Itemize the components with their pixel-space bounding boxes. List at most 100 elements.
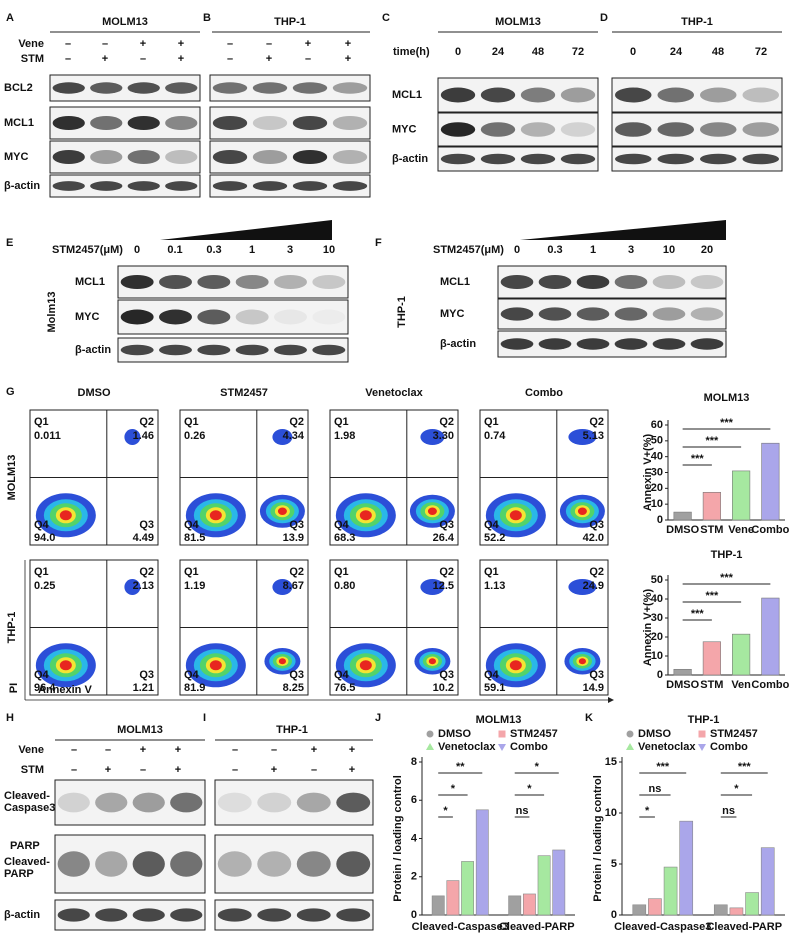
- axis-label: STM2457(μM): [52, 244, 123, 256]
- density: [59, 510, 72, 521]
- y-tick-label: 6: [411, 794, 417, 806]
- quadrant-name: Q2: [289, 416, 304, 428]
- band: [742, 122, 780, 137]
- time-label: 24: [492, 46, 505, 58]
- band: [165, 115, 198, 131]
- sign: –: [232, 764, 238, 776]
- band: [657, 87, 695, 103]
- legend-label: STM2457: [510, 728, 558, 740]
- legend-label: Combo: [510, 741, 548, 753]
- quadrant-value: 12.5: [433, 580, 454, 592]
- dose-label: 0.3: [547, 244, 562, 256]
- x-tick-label: Cleaved-PARP: [706, 921, 782, 933]
- quadrant-name: Q2: [589, 566, 604, 578]
- cell-label: Molm13: [46, 292, 58, 333]
- band: [212, 181, 248, 191]
- y-tick-label: 2: [411, 871, 417, 883]
- quadrant-name: Q2: [589, 416, 604, 428]
- legend-label: STM2457: [710, 728, 758, 740]
- bar: [713, 904, 728, 916]
- band: [614, 153, 652, 165]
- y-tick-label: 0: [611, 909, 617, 921]
- band: [520, 122, 556, 137]
- band-label: β-actin: [4, 180, 40, 192]
- band: [212, 149, 248, 165]
- band: [560, 122, 596, 137]
- quadrant-value: 42.0: [583, 532, 604, 544]
- y-tick-label: 5: [611, 858, 617, 870]
- significance-label: ***: [720, 572, 734, 584]
- quadrant-name: Q3: [289, 669, 304, 681]
- bar: [552, 849, 566, 916]
- band: [257, 792, 292, 813]
- blot-frame: [117, 265, 349, 299]
- sign: +: [175, 764, 181, 776]
- band-label: MYC: [392, 123, 417, 135]
- y-tick-label: 10: [651, 498, 663, 510]
- x-tick-label: Combo: [751, 524, 789, 536]
- quadrant-name: Q1: [334, 566, 349, 578]
- density: [209, 510, 222, 521]
- sign: –: [271, 744, 277, 756]
- legend-marker: [626, 743, 634, 750]
- band: [690, 338, 724, 350]
- band: [252, 181, 288, 191]
- y-axis-label: Annexin V+(%): [642, 589, 654, 667]
- sign: +: [345, 53, 351, 65]
- legend-label: Venetoclax: [438, 741, 496, 753]
- significance-label: ***: [691, 453, 705, 465]
- band: [127, 149, 160, 165]
- y-tick-label: 50: [651, 574, 663, 586]
- band: [52, 149, 85, 165]
- cell-label: MOLM13: [6, 455, 18, 501]
- quadrant-name: Q2: [139, 566, 154, 578]
- sign: –: [227, 38, 233, 50]
- band: [332, 82, 368, 94]
- bar: [679, 820, 694, 916]
- band: [132, 908, 165, 922]
- bar: [537, 855, 551, 916]
- panel-letter: C: [382, 12, 390, 24]
- density: [59, 660, 72, 671]
- band-label: MYC: [75, 311, 100, 323]
- quadrant-value: 0.74: [484, 430, 506, 442]
- panel-letter: F: [375, 237, 382, 249]
- quadrant-value: 1.21: [133, 682, 154, 694]
- band: [560, 153, 596, 165]
- legend-label: DMSO: [438, 728, 471, 740]
- panel-title: THP-1: [276, 724, 308, 736]
- bar: [461, 861, 475, 916]
- sign: +: [311, 744, 317, 756]
- band: [576, 307, 610, 321]
- condition-title: Venetoclax: [365, 387, 423, 399]
- sign: –: [105, 744, 111, 756]
- quadrant-value: 1.98: [334, 430, 355, 442]
- dose-label: 10: [663, 244, 675, 256]
- panel-letter: D: [600, 12, 608, 24]
- dose-label: 3: [628, 244, 634, 256]
- density: [277, 507, 287, 515]
- band: [336, 792, 371, 813]
- band: [480, 87, 516, 103]
- band: [520, 87, 556, 103]
- band: [90, 149, 123, 165]
- band: [90, 181, 123, 191]
- band: [159, 309, 192, 325]
- density: [509, 660, 522, 671]
- row-label: STM: [21, 53, 44, 65]
- band: [132, 792, 165, 813]
- band-label: MCL1: [4, 117, 34, 129]
- bar: [648, 898, 662, 916]
- bar: [761, 597, 780, 676]
- x-tick-label: DMSO: [666, 524, 699, 536]
- band: [274, 344, 307, 356]
- x-tick-label: Cleaved-Caspase3: [614, 921, 711, 933]
- y-tick-label: 0: [411, 909, 417, 921]
- y-tick-label: 30: [651, 466, 663, 478]
- band: [614, 307, 648, 321]
- band: [252, 149, 288, 165]
- bar: [475, 809, 489, 916]
- significance-label: ***: [705, 590, 719, 602]
- band-label: β-actin: [440, 338, 476, 350]
- band: [560, 87, 596, 103]
